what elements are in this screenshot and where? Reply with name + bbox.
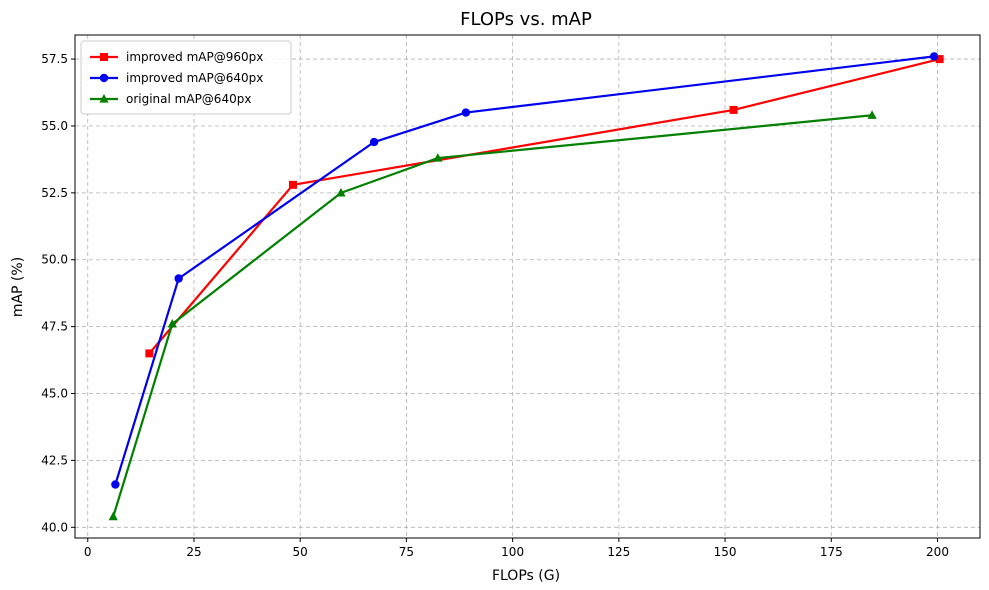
x-tick-label: 100 [501, 545, 524, 559]
data-point [461, 108, 471, 117]
legend-label: improved mAP@960px [126, 50, 263, 64]
data-point [167, 318, 177, 328]
y-tick-label: 45.0 [41, 387, 68, 401]
chart-title: FLOPs vs. mAP [460, 9, 592, 30]
legend-label: improved mAP@640px [126, 71, 263, 85]
data-point [369, 137, 379, 147]
y-tick-label: 50.0 [41, 253, 68, 267]
legend-item: improved mAP@960px [90, 50, 263, 64]
legend-marker [99, 73, 109, 83]
x-tick-label: 200 [926, 545, 949, 559]
data-point [935, 55, 944, 64]
series-2 [111, 52, 939, 489]
legend-box [80, 40, 292, 115]
y-tick-label: 47.5 [41, 320, 68, 334]
y-tick-label: 52.5 [41, 186, 68, 200]
data-point [929, 52, 939, 61]
x-tick-label: 150 [714, 545, 737, 559]
legend-marker [100, 53, 108, 61]
data-point [433, 153, 443, 162]
series-group [108, 52, 944, 521]
y-axis-label: mAP (%) [10, 257, 26, 317]
x-tick-label: 175 [820, 545, 843, 559]
series-line [148, 58, 940, 355]
data-point [288, 180, 297, 189]
x-axis-label: FLOPs (G) [492, 568, 560, 584]
x-tick-label: 0 [84, 545, 92, 559]
ticks: 0 25 50 75 100 125 150 175 200 40.0 42.5 45.0 47.5 50… [41, 52, 949, 559]
y-tick-label: 55.0 [41, 119, 68, 133]
x-tick-label: 125 [607, 545, 630, 559]
data-point [867, 110, 877, 119]
legend-item: original mAP@640px [90, 92, 251, 106]
data-point [145, 349, 154, 358]
x-tick-label: 50 [293, 545, 308, 559]
y-tick-label: 42.5 [41, 453, 68, 467]
data-point [174, 274, 183, 283]
plot-frame [74, 34, 981, 539]
data-point [336, 187, 346, 197]
data-point [111, 480, 120, 489]
legend-item: improved mAP@640px [90, 71, 263, 85]
data-point [108, 511, 118, 521]
data-point [729, 105, 738, 114]
series-3 [108, 110, 877, 521]
y-tick-label: 57.5 [41, 52, 68, 66]
legend: improved mAP@960px improved mAP@640px orig… [80, 40, 292, 115]
legend-label: original mAP@640px [126, 92, 251, 106]
legend-marker [99, 94, 109, 103]
x-tick-label: 75 [399, 545, 414, 559]
y-tick-label: 40.0 [41, 520, 68, 534]
x-tick-label: 25 [186, 545, 201, 559]
series-1 [145, 55, 944, 358]
